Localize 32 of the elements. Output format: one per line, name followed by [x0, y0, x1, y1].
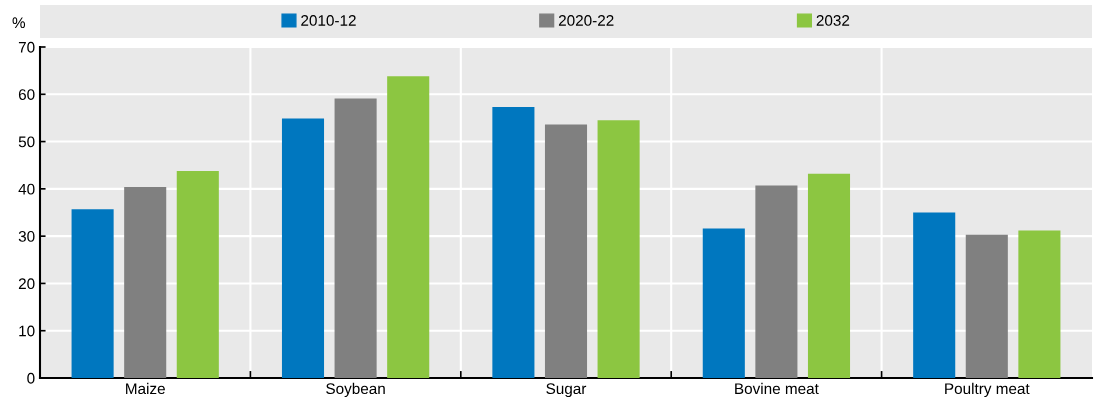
x-tick-label: Sugar [546, 383, 587, 398]
legend-label: 2010-12 [301, 15, 356, 26]
bar [176, 170, 219, 378]
bar [807, 173, 851, 378]
bar [71, 209, 114, 378]
bar [755, 185, 798, 378]
y-tick-label: 20 [18, 278, 35, 290]
bar [597, 120, 640, 378]
y-tick-label: 40 [18, 183, 35, 195]
x-tick-label: Poultry meat [945, 382, 1030, 398]
y-axis-title: % [12, 17, 26, 29]
bar [334, 98, 377, 378]
bar [124, 186, 167, 378]
y-tick-label: 60 [18, 89, 35, 100]
bar [965, 234, 1008, 378]
y-tick-label: 50 [18, 136, 35, 148]
bar [1018, 230, 1061, 378]
x-tick-label: Maize [126, 382, 165, 395]
bar [913, 212, 956, 378]
x-tick-label: Soybean [326, 382, 385, 398]
bar [544, 124, 588, 378]
bar [387, 76, 430, 378]
bar [492, 107, 535, 378]
bar [281, 118, 325, 378]
bar [702, 228, 745, 378]
y-tick-label: 0 [27, 372, 35, 384]
y-tick-label: 30 [18, 231, 35, 242]
legend-label: 2020-22 [558, 15, 614, 26]
y-tick-label: 10 [19, 325, 35, 337]
y-tick-label: 70 [18, 41, 35, 53]
legend-label: 2032 [816, 15, 850, 26]
x-tick-label: Bovine meat [735, 382, 819, 395]
